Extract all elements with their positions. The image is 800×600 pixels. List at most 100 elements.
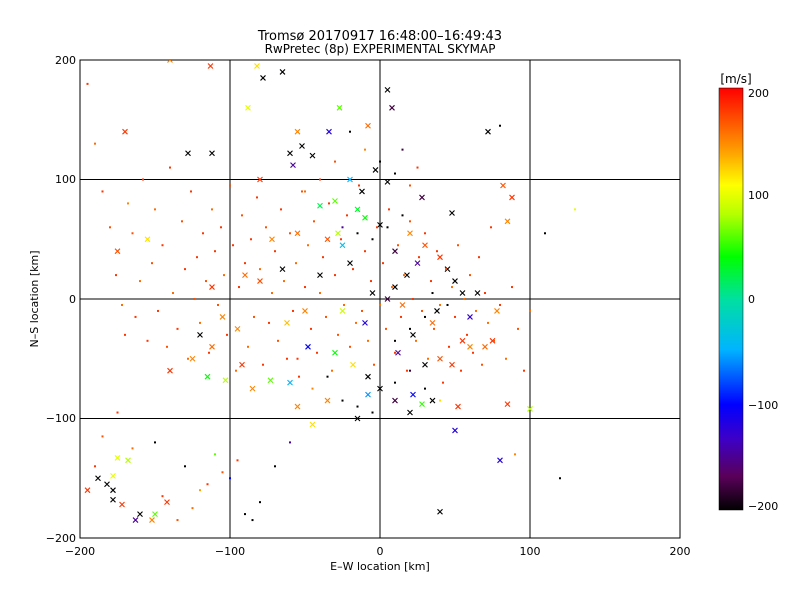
data-point-cross <box>392 397 398 404</box>
data-point-dot <box>325 315 327 318</box>
data-point-cross <box>467 343 473 350</box>
data-point-cross <box>110 496 116 503</box>
data-point-cross <box>167 367 173 374</box>
data-point-dot <box>487 321 489 324</box>
data-point-cross <box>407 230 413 237</box>
data-point-dot <box>451 286 453 289</box>
data-point-dot <box>409 369 411 372</box>
data-point-dot <box>478 256 480 259</box>
data-point-cross <box>395 349 401 356</box>
data-point-dot <box>116 411 119 414</box>
data-point-cross <box>284 320 290 326</box>
data-point-cross <box>347 176 353 183</box>
data-point-dot <box>94 465 96 468</box>
data-point-dot <box>343 303 345 306</box>
data-point-cross <box>294 230 301 237</box>
data-point-dot <box>499 124 501 127</box>
data-point-dot <box>146 339 149 342</box>
data-point-cross <box>369 290 376 296</box>
data-point-dot <box>289 441 291 444</box>
data-point-cross <box>419 194 425 201</box>
data-point-dot <box>457 244 459 247</box>
data-point-cross <box>326 128 332 135</box>
data-point-dot <box>341 226 344 229</box>
data-point-cross <box>419 401 425 408</box>
data-point-cross <box>309 421 316 428</box>
data-point-cross <box>209 150 215 157</box>
data-point-cross <box>384 86 391 93</box>
data-point-cross <box>197 331 203 338</box>
data-point-cross <box>434 308 440 314</box>
data-point-dot <box>391 286 393 289</box>
data-point-dot <box>187 357 189 360</box>
data-point-cross <box>437 508 443 515</box>
x-tick-labels: −200 −100 0 100 200 <box>65 545 691 558</box>
data-point-dot <box>331 369 333 372</box>
data-point-dot <box>466 333 468 336</box>
data-point-dot <box>298 375 300 378</box>
data-point-dot <box>226 333 228 336</box>
data-point-dot <box>445 268 447 271</box>
data-point-dot <box>199 321 201 324</box>
data-point-dot <box>394 172 396 175</box>
data-point-cross <box>392 248 398 255</box>
data-point-cross <box>185 150 191 157</box>
data-point-dot <box>337 333 339 336</box>
data-point-cross <box>335 230 341 237</box>
data-point-cross <box>125 457 131 464</box>
data-point-cross <box>324 397 331 404</box>
data-point-dot <box>313 220 315 223</box>
data-point-dot <box>379 160 381 163</box>
data-point-dot <box>232 244 234 247</box>
data-point-dot <box>418 256 420 259</box>
data-point-dot <box>193 298 195 300</box>
data-point-dot <box>251 519 254 522</box>
data-point-dot <box>196 256 198 259</box>
data-point-dot <box>214 453 216 456</box>
data-point-cross <box>362 320 368 326</box>
data-point-dot <box>364 148 366 151</box>
y-axis-label: N–S location [km] <box>28 250 41 347</box>
data-point-cross <box>365 122 371 129</box>
data-point-dot <box>304 190 306 193</box>
data-point-cross <box>359 188 365 195</box>
data-point-cross <box>95 475 101 482</box>
data-point-cross <box>104 481 110 488</box>
colorbar-frame <box>718 87 744 511</box>
data-point-dot <box>181 220 183 223</box>
data-point-dot <box>101 435 104 438</box>
data-point-cross <box>429 397 436 404</box>
data-point-dot <box>415 339 417 342</box>
data-point-cross <box>384 296 391 302</box>
data-point-dot <box>169 166 171 169</box>
data-point-cross <box>372 167 379 173</box>
data-point-dot <box>334 160 336 163</box>
data-point-dot <box>514 453 516 456</box>
data-point-dot <box>385 327 387 330</box>
data-point-dot <box>304 286 306 289</box>
data-point-dot <box>394 381 396 384</box>
data-point-cross <box>509 194 515 201</box>
data-point-dot <box>221 471 224 474</box>
data-point-dot <box>421 309 423 312</box>
data-point-dot <box>544 232 546 235</box>
y-tick-label: 100 <box>55 173 76 186</box>
data-point-dot <box>205 280 207 283</box>
data-point-cross <box>167 60 173 63</box>
data-point-dot <box>424 387 426 390</box>
data-point-dot <box>220 226 222 229</box>
data-point-cross <box>269 236 275 243</box>
data-point-dot <box>265 226 267 229</box>
data-point-dot <box>109 226 111 229</box>
data-point-cross <box>267 377 274 384</box>
data-point-dot <box>469 274 471 277</box>
data-point-dot <box>334 274 336 277</box>
data-point-dot <box>382 262 384 265</box>
data-point-dot <box>364 250 366 253</box>
colorbar-tick-label: 100 <box>748 189 769 202</box>
data-point-cross <box>339 308 346 314</box>
data-point-dot <box>490 226 492 229</box>
data-point-cross <box>287 150 293 157</box>
data-point-cross <box>317 272 323 278</box>
data-point-cross <box>504 401 511 408</box>
